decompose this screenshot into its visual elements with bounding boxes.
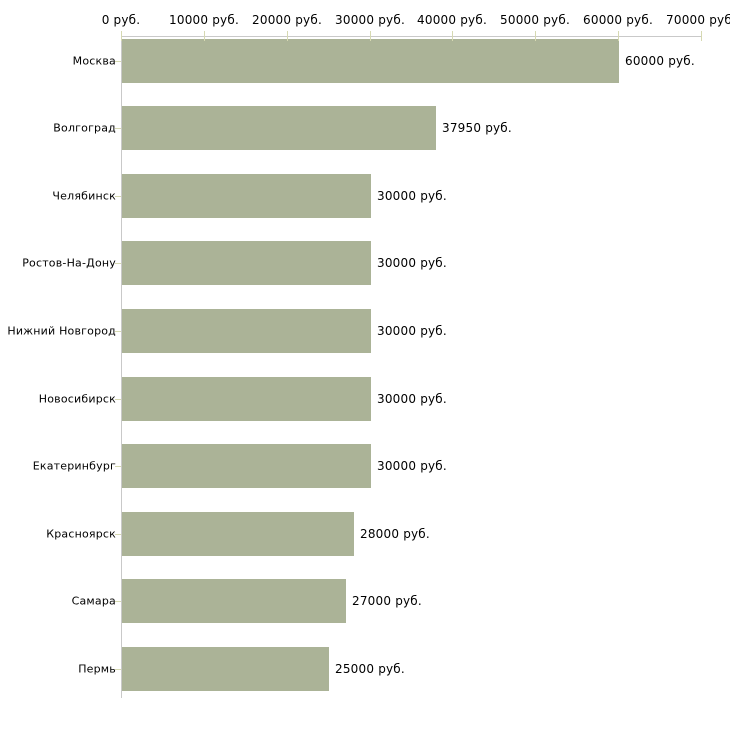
category-label: Пермь [78, 662, 116, 676]
bar-волгоград [122, 106, 436, 151]
bar-новосибирск [122, 376, 371, 421]
bar-нижний новгород [122, 308, 371, 353]
bar-самара [122, 579, 346, 624]
bar-екатеринбург [122, 444, 371, 489]
x-axis-tick-label: 60000 руб. [583, 13, 653, 27]
bar-москва [122, 38, 619, 83]
value-label: 30000 руб. [377, 323, 447, 338]
bar-красноярск [122, 511, 354, 556]
value-label: 30000 руб. [377, 256, 447, 271]
bar-ростов-на-дону [122, 241, 371, 286]
bar-челябинск [122, 173, 371, 218]
x-axis-tick-label: 10000 руб. [169, 13, 239, 27]
category-label: Москва [72, 54, 116, 67]
x-axis-tick-label: 20000 руб. [252, 13, 322, 27]
y-axis-tick [115, 61, 121, 62]
value-label: 27000 руб. [352, 594, 422, 609]
y-axis-tick [115, 399, 121, 400]
x-axis-tick-label: 40000 руб. [417, 13, 487, 27]
y-axis-tick [115, 601, 121, 602]
value-label: 30000 руб. [377, 391, 447, 406]
x-axis-tick-label: 50000 руб. [500, 13, 570, 27]
x-axis-tick [204, 31, 205, 41]
x-axis-tick [618, 31, 619, 41]
category-label: Волгоград [53, 121, 116, 135]
value-label: 30000 руб. [377, 459, 447, 474]
y-axis-tick [115, 534, 121, 535]
category-label: Челябинск [52, 189, 116, 203]
category-label: Красноярск [46, 527, 116, 541]
category-label: Новосибирск [38, 392, 116, 405]
x-axis-tick [121, 31, 122, 41]
category-label: Нижний Новгород [7, 324, 116, 338]
value-label: 37950 руб. [442, 121, 512, 136]
value-label: 60000 руб. [625, 53, 695, 68]
x-axis-tick [287, 31, 288, 41]
value-label: 30000 руб. [377, 188, 447, 203]
y-axis-tick [115, 331, 121, 332]
x-axis-tick [701, 31, 702, 41]
y-axis-tick [115, 263, 121, 264]
x-axis-line [121, 36, 702, 37]
x-axis-tick [452, 31, 453, 41]
y-axis-line [121, 36, 122, 698]
category-label: Ростов-На-Дону [22, 256, 116, 270]
x-axis-tick [535, 31, 536, 41]
x-axis-tick [370, 31, 371, 41]
category-label: Самара [71, 594, 116, 608]
value-label: 28000 руб. [360, 526, 430, 541]
x-axis-tick-label: 70000 руб. [666, 13, 730, 27]
x-axis-tick-label: 30000 руб. [335, 13, 405, 27]
bar-пермь [122, 646, 329, 691]
y-axis-tick [115, 466, 121, 467]
category-label: Екатеринбург [32, 459, 116, 473]
y-axis-tick [115, 196, 121, 197]
value-label: 25000 руб. [335, 661, 405, 676]
y-axis-tick [115, 669, 121, 670]
y-axis-tick [115, 128, 121, 129]
x-axis-tick-label: 0 руб. [101, 13, 141, 27]
